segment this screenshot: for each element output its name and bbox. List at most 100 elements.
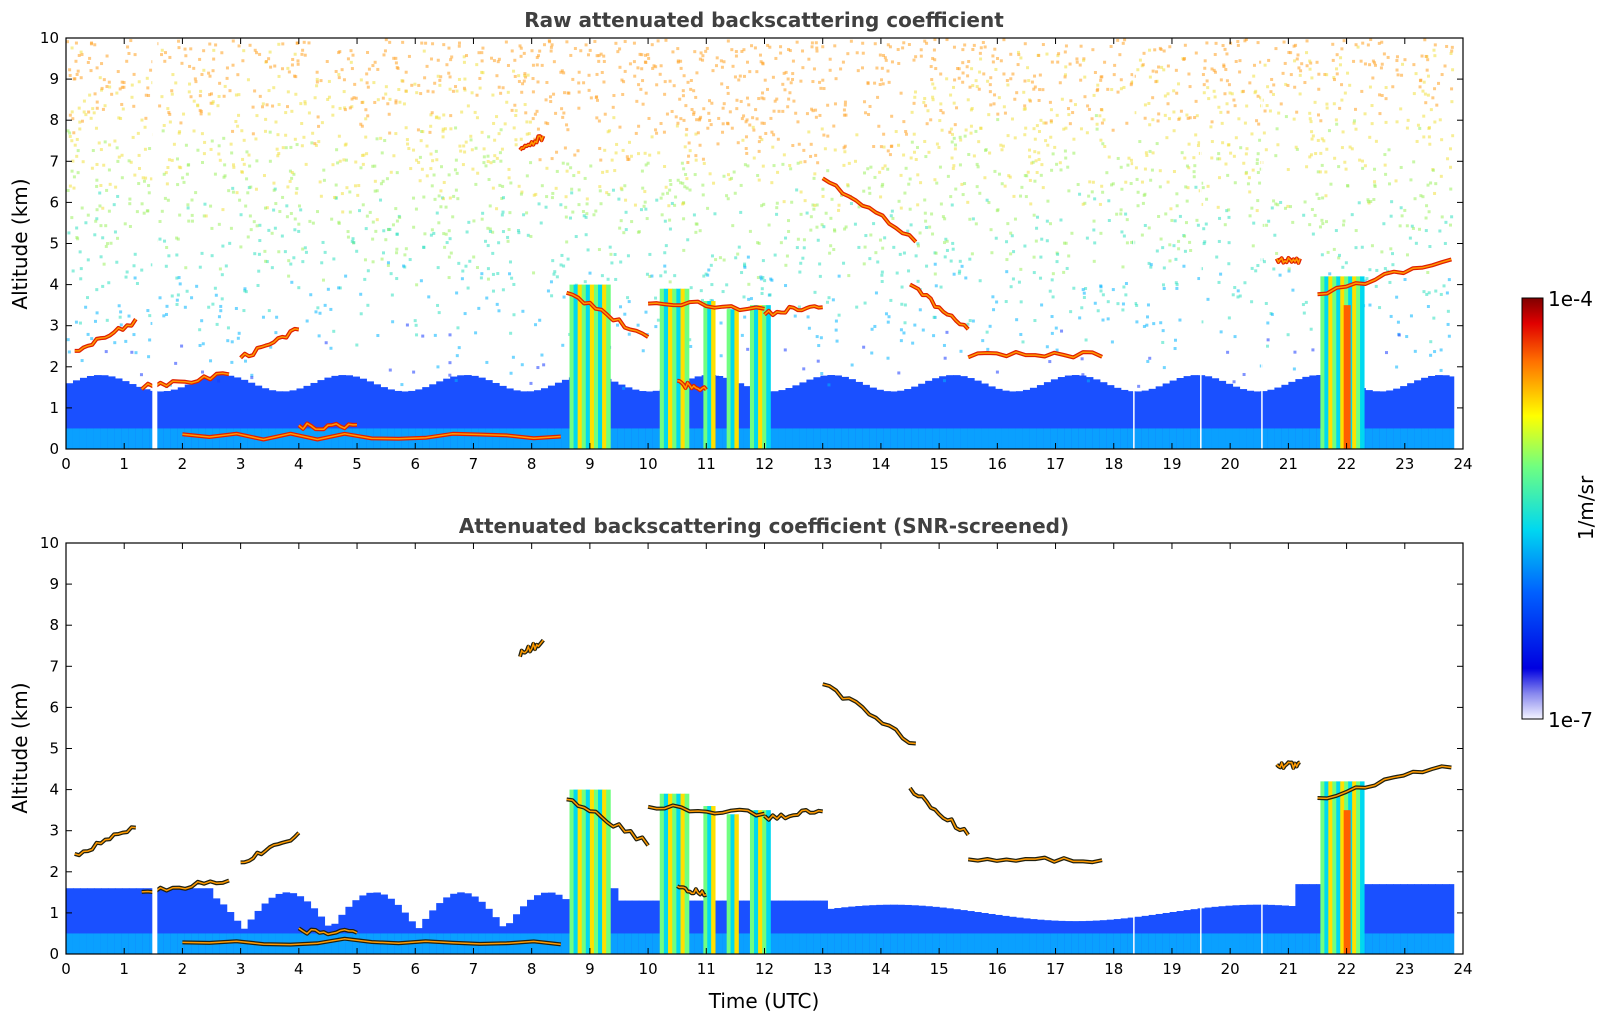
noise-speckle-dot [542, 363, 546, 367]
noise-speckle-dot [743, 315, 747, 319]
boundary-layer-cell [897, 904, 905, 954]
noise-speckle-dot [463, 77, 467, 81]
noise-speckle-dot [911, 341, 915, 345]
noise-speckle-dot [633, 74, 637, 78]
boundary-layer-cell [345, 375, 353, 449]
noise-speckle-dot [1081, 373, 1085, 377]
noise-speckle-dot [949, 127, 953, 131]
boundary-layer-cell [1043, 933, 1052, 954]
noise-speckle-dot [225, 76, 229, 80]
boundary-layer-cell [1372, 428, 1380, 449]
noise-speckle-dot [100, 86, 104, 90]
noise-speckle-dot [1055, 113, 1059, 117]
noise-speckle-dot [1432, 316, 1436, 320]
noise-speckle-dot [844, 225, 848, 229]
noise-speckle-dot [277, 250, 281, 254]
noise-speckle-dot [1421, 89, 1425, 93]
boundary-layer-cell [995, 428, 1003, 449]
noise-speckle-dot [1015, 91, 1019, 95]
noise-speckle-dot [86, 60, 90, 64]
noise-speckle-dot [439, 189, 443, 193]
noise-speckle-dot [1005, 270, 1009, 274]
noise-speckle-dot [783, 348, 787, 352]
noise-speckle-dot [375, 218, 379, 222]
noise-speckle-dot [165, 304, 169, 308]
noise-speckle-dot [286, 90, 290, 94]
noise-speckle-dot [520, 90, 524, 94]
noise-speckle-dot [1223, 92, 1227, 96]
boundary-layer-cell [1260, 904, 1269, 954]
noise-speckle-dot [486, 154, 490, 158]
noise-speckle-dot [692, 213, 696, 217]
noise-speckle-dot [76, 237, 80, 241]
boundary-layer-cell [1211, 933, 1220, 954]
noise-speckle-dot [624, 210, 628, 214]
noise-speckle-dot [785, 254, 789, 258]
noise-speckle-dot [754, 108, 758, 112]
boundary-layer-cell [107, 888, 116, 954]
noise-speckle-dot [1079, 44, 1083, 48]
noise-speckle-dot [1316, 138, 1320, 142]
noise-speckle-dot [1366, 200, 1370, 204]
boundary-layer-cell [1190, 375, 1199, 449]
noise-speckle-dot [482, 147, 486, 151]
noise-speckle-dot [1314, 152, 1318, 156]
noise-speckle-dot [66, 188, 70, 192]
x-tick-label: 24 [1453, 960, 1472, 978]
noise-speckle-dot [1369, 38, 1373, 42]
noise-speckle-dot [486, 267, 490, 271]
cloud-layer-trace-edge [1317, 258, 1452, 295]
noise-speckle-dot [1110, 340, 1114, 344]
noise-speckle-dot [814, 153, 818, 157]
noise-speckle-dot [1121, 302, 1125, 306]
noise-speckle-dot [583, 280, 587, 284]
noise-speckle-dot [853, 159, 857, 163]
boundary-layer-cell [464, 375, 472, 449]
boundary-layer-cell [1421, 884, 1429, 954]
noise-speckle-dot [787, 47, 791, 51]
noise-speckle-dot [433, 333, 437, 337]
noise-speckle-dot [497, 85, 501, 89]
noise-speckle-dot [237, 44, 241, 48]
noise-speckle-dot [105, 54, 109, 58]
colorbar-gradient [1521, 297, 1544, 720]
noise-speckle-dot [566, 128, 570, 132]
panel-screened-title: Attenuated backscattering coefficient (S… [459, 514, 1069, 538]
boundary-layer-cell [561, 933, 570, 954]
noise-speckle-dot [786, 77, 790, 81]
noise-speckle-dot [401, 40, 405, 44]
noise-speckle-dot [97, 141, 101, 145]
noise-speckle-dot [1138, 58, 1142, 62]
boundary-layer-cell [813, 428, 821, 449]
noise-speckle-dot [819, 336, 823, 340]
noise-speckle-dot [1384, 86, 1388, 90]
cloud-column-strip [659, 793, 665, 954]
cloud-layer-trace-edge [763, 305, 823, 317]
noise-speckle-dot [711, 69, 715, 73]
boundary-layer-cell [631, 389, 640, 449]
noise-speckle-dot [460, 110, 464, 114]
noise-speckle-dot [333, 195, 337, 199]
boundary-layer-cell [86, 933, 95, 954]
boundary-layer-cell [967, 911, 975, 954]
noise-speckle-dot [1227, 241, 1231, 245]
noise-speckle-dot [1165, 136, 1169, 140]
noise-speckle-dot [182, 180, 186, 184]
noise-speckle-dot [207, 112, 211, 116]
boundary-layer-cell [792, 385, 801, 449]
noise-speckle-dot [1310, 76, 1314, 80]
cloud-column-core [1343, 810, 1351, 954]
noise-speckle-dot [623, 184, 627, 188]
boundary-layer-cell [561, 428, 570, 449]
noise-speckle-dot [909, 156, 913, 160]
noise-speckle-dot [643, 53, 647, 57]
boundary-layer-cell [478, 377, 486, 449]
noise-speckle-dot [614, 41, 618, 45]
noise-speckle-dot [124, 275, 128, 279]
x-tick-label: 1 [119, 455, 129, 473]
boundary-layer-cell [1421, 428, 1429, 449]
noise-speckle-dot [987, 201, 991, 205]
noise-speckle-dot [108, 143, 112, 147]
noise-speckle-dot [832, 124, 836, 128]
noise-speckle-dot [1003, 111, 1007, 115]
